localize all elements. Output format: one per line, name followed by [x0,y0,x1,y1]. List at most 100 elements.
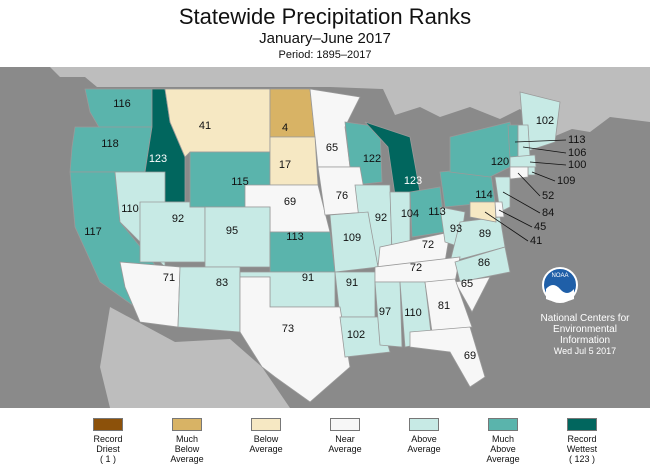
rank-label-ma: 100 [568,159,586,171]
rank-label-or: 118 [101,138,119,150]
state-ga [424,278,473,333]
ncei-line-1: National Centers for [540,313,630,324]
leader-line-ma [529,161,567,166]
rank-label-ms: 97 [379,306,391,318]
legend-label-line: Below [174,444,200,454]
rank-label-il: 92 [375,212,387,224]
legend-item-above: Above Average [389,418,459,454]
state-ny [449,121,521,178]
state-fl [409,326,486,388]
rank-label-az: 71 [163,272,175,284]
rank-label-mo: 109 [343,232,361,244]
legend-swatch [567,418,597,431]
legend-label-line: ( 123 ) [568,454,595,464]
state-az [119,261,181,328]
legend-swatch [488,418,518,431]
rank-label-sc: 65 [461,278,473,290]
rank-label-la: 102 [347,329,365,341]
state-nh [517,124,531,158]
state-ct [509,166,529,180]
legend-label-line: Average [170,454,204,464]
legend-label-line: Average [328,444,362,454]
legend-swatch [251,418,281,431]
legend-label-line: Below [253,434,279,444]
state-md [469,201,497,223]
rank-label-wa: 116 [113,98,131,110]
legend-label-line: Record [567,434,597,444]
legend-label-line: Above [411,434,437,444]
state-nm [177,266,241,333]
rank-label-fl: 69 [464,350,476,362]
rank-label-pa: 114 [475,189,493,201]
rank-label-ar: 91 [346,277,358,289]
map-title: Statewide Precipitation Ranks [178,4,472,29]
rank-label-mt: 41 [199,120,211,132]
rank-label-nd: 4 [282,122,288,134]
legend-item-much-above: Much Above Average [468,418,538,464]
legend-swatch [330,418,360,431]
rank-label-ky: 72 [422,239,434,251]
state-ma [509,154,537,168]
state-ri [527,166,536,176]
rank-label-vt: 113 [568,134,586,146]
rank-label-nj: 84 [542,207,554,219]
legend-label-line: Wettest [566,444,598,454]
rank-label-ny: 120 [491,156,509,168]
legend-item-much-below: Much Below Average [152,418,222,464]
ncei-line-3: Information [559,335,611,346]
legend-label-line: Driest [96,444,120,454]
rank-label-ok: 91 [302,272,314,284]
legend-item-below: Below Average [231,418,301,454]
rank-label-sd: 17 [279,159,291,171]
noaa-logo: NOAA [542,267,578,303]
rank-label-ne: 69 [284,196,296,208]
noaa-logo-text: NOAA [551,273,568,279]
state-sc [454,276,491,313]
legend-item-record-driest: Record Driest( 1 ) [73,418,143,464]
leader-lines [484,139,567,242]
rank-label-co: 95 [226,225,238,237]
rank-label-nm: 83 [216,277,228,289]
noaa-logo-bird-icon [546,285,574,302]
map-subtitle: January–June 2017 [259,30,391,47]
leader-line-de [498,209,533,228]
legend-item-near: Near Average [310,418,380,454]
rank-label-va: 89 [479,228,491,240]
rank-label-md: 41 [530,235,542,247]
rank-label-ca: 117 [84,226,102,238]
state-de [494,201,505,218]
legend-label-line: Average [486,454,520,464]
legend-swatch [93,418,123,431]
state-nc [454,246,511,283]
legend-item-record-wettest: Record Wettest( 123 ) [547,418,617,464]
leader-line-md [484,211,529,242]
rank-label-nv: 110 [121,203,139,215]
rank-label-mi: 123 [404,175,422,187]
rank-label-wi: 122 [363,153,381,165]
rank-label-wy: 115 [231,176,249,188]
canada-landmass [0,67,650,137]
state-ms [374,281,403,348]
legend-label-line: Average [407,444,441,454]
state-ut [139,201,206,263]
legend-label-line: Much [175,434,198,444]
legend-swatch [172,418,202,431]
state-co [204,206,271,268]
ncei-date: Wed Jul 5 2017 [553,346,617,356]
rank-label-ia: 76 [336,190,348,202]
state-nd [269,88,316,138]
state-tx [239,276,351,403]
rank-labels: 116 118 123 41 4 65 122 123 117 110 92 115 17 69 76 92 1… [84,98,586,362]
leader-line-nj [502,191,541,214]
rank-label-id: 123 [149,153,167,165]
us-state-map: 116 118 123 41 4 65 122 123 117 110 92 115 17 69 76 92 1… [0,67,650,408]
mexico-landmass [100,307,290,408]
legend-label-line: Much [491,434,514,444]
rank-label-nc: 86 [478,257,490,269]
rank-label-me: 102 [536,115,554,127]
state-sd [269,136,319,186]
rank-label-ct: 52 [542,190,554,202]
ncei-credit: National Centers for Environmental Infor… [520,313,650,357]
leader-line-ct [517,172,541,197]
